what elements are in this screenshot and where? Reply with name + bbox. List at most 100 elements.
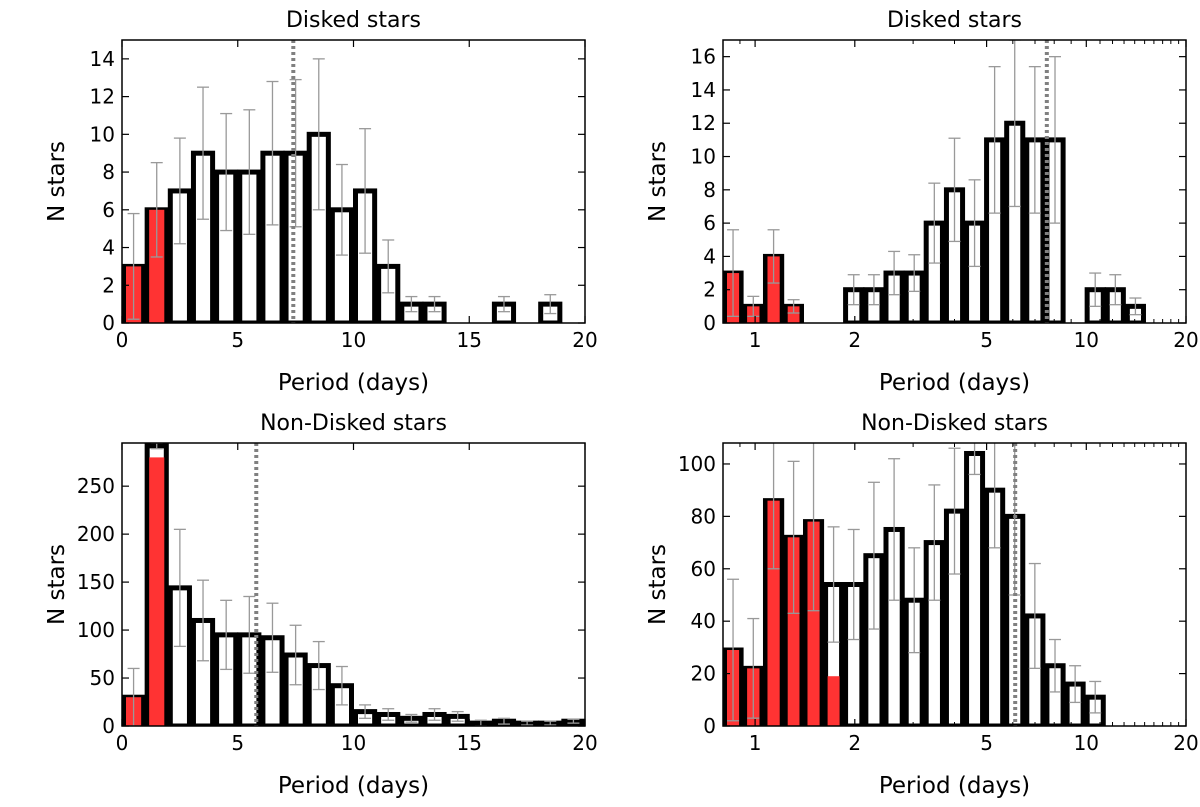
x-tick-label: 5: [980, 328, 993, 352]
x-tick-label: 10: [341, 731, 366, 755]
y-tick-label: 100: [77, 618, 115, 642]
error-bar: [173, 528, 186, 648]
error-bar: [867, 274, 880, 306]
error-bar: [150, 443, 163, 450]
y-tick-label: 40: [691, 609, 716, 633]
error-bar: [1089, 272, 1102, 308]
error-bar: [867, 481, 880, 630]
x-tick-label: 20: [1173, 731, 1198, 755]
error-bar: [197, 86, 210, 220]
error-bar: [948, 137, 961, 243]
x-tick-label: 15: [457, 328, 482, 352]
error-bar: [787, 299, 800, 314]
error-bar: [1008, 40, 1021, 208]
chart-title: Disked stars: [286, 8, 421, 33]
error-bar: [787, 460, 800, 614]
y-tick-label: 10: [90, 122, 115, 146]
error-bar: [968, 179, 981, 268]
plot-area: [723, 443, 1106, 726]
x-tick-label: 2: [848, 731, 861, 755]
x-tick-label: 20: [1173, 328, 1198, 352]
y-tick-label: 6: [102, 198, 115, 222]
error-bar: [928, 182, 941, 264]
error-bar: [405, 713, 418, 723]
error-bar: [988, 443, 1001, 549]
error-bar: [266, 80, 279, 226]
error-bar: [521, 720, 534, 726]
error-bar: [382, 239, 395, 294]
y-tick-label: 6: [703, 211, 716, 235]
x-tick-label: 10: [1074, 731, 1099, 755]
chart-title: Disked stars: [887, 8, 1022, 33]
x-tick-label: 5: [231, 731, 244, 755]
y-tick-label: 14: [90, 47, 115, 71]
error-bar: [1069, 665, 1082, 704]
error-bar: [767, 443, 780, 570]
y-tick-label: 12: [691, 111, 716, 135]
y-tick-label: 200: [77, 522, 115, 546]
error-bar: [544, 720, 557, 726]
plot-area: [723, 40, 1146, 323]
x-tick-label: 5: [231, 328, 244, 352]
error-bar: [908, 547, 921, 654]
error-bar: [968, 443, 981, 476]
x-tick-label: 0: [116, 328, 129, 352]
y-tick-label: 60: [691, 557, 716, 581]
error-bar: [1089, 680, 1102, 714]
error-bar: [451, 710, 464, 722]
error-bar: [727, 229, 740, 317]
y-tick-label: 8: [102, 160, 115, 184]
error-bar: [497, 295, 510, 313]
y-tick-label: 150: [77, 570, 115, 594]
y-tick-label: 12: [90, 85, 115, 109]
y-tick-label: 16: [691, 45, 716, 69]
y-tick-label: 80: [691, 504, 716, 528]
x-tick-label: 5: [980, 731, 993, 755]
x-tick-label: 10: [1074, 328, 1099, 352]
y-tick-label: 4: [102, 236, 115, 260]
x-tick-label: 1: [749, 328, 762, 352]
bar-red-fill: [787, 537, 800, 726]
y-tick-label: 0: [102, 714, 115, 738]
x-axis-label: Period (days): [879, 773, 1030, 799]
error-bar: [807, 443, 820, 612]
error-bar: [312, 58, 325, 211]
y-axis-label: N stars: [44, 141, 70, 222]
y-axis-label: N stars: [645, 544, 671, 625]
error-bar: [988, 65, 1001, 214]
error-bar: [266, 602, 279, 673]
error-bar: [767, 229, 780, 284]
error-bar: [428, 295, 441, 313]
error-bar: [727, 578, 740, 722]
x-tick-label: 1: [749, 731, 762, 755]
error-bar: [127, 212, 140, 320]
error-bar: [1028, 562, 1041, 670]
x-axis-label: Period (days): [879, 370, 1030, 396]
y-tick-label: 100: [678, 452, 716, 476]
y-tick-label: 2: [102, 273, 115, 297]
panel-nondisked-log: 0 20 40 60 80 100 1 2 5 10 20 Non-Disked stars Perio…: [645, 411, 1199, 799]
bar-red-fill: [149, 457, 165, 726]
error-bar: [1049, 638, 1062, 693]
error-bar: [243, 595, 256, 674]
error-bar: [827, 526, 840, 643]
error-bar: [888, 250, 901, 296]
error-bar: [359, 704, 372, 719]
error-bar: [1129, 297, 1142, 316]
error-bar: [382, 708, 395, 721]
y-tick-label: 20: [691, 662, 716, 686]
error-bar: [948, 447, 961, 575]
x-tick-label: 2: [848, 328, 861, 352]
error-bar: [127, 667, 140, 726]
bar-red-fill: [149, 209, 165, 323]
error-bar: [747, 295, 760, 317]
bar: [964, 450, 986, 726]
error-bar: [1049, 55, 1062, 224]
bar-red-fill: [827, 676, 840, 726]
error-bar: [567, 718, 580, 724]
x-tick-label: 20: [572, 328, 597, 352]
y-tick-label: 14: [691, 78, 716, 102]
error-bar: [150, 161, 163, 258]
